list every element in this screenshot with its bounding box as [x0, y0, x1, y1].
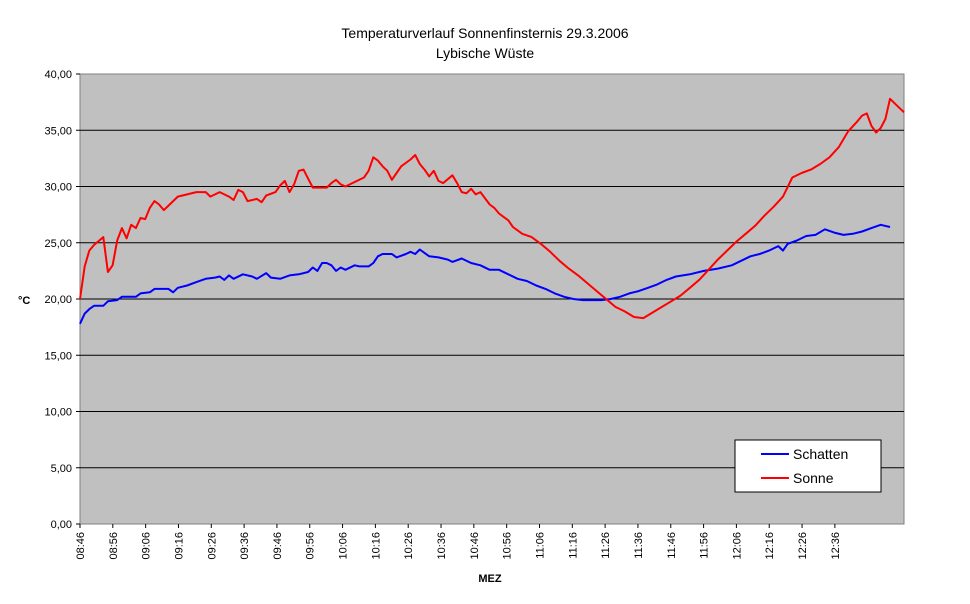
y-tick-label: 25,00: [44, 238, 72, 250]
x-tick-label: 11:26: [600, 532, 612, 559]
x-tick-label: 12:36: [830, 532, 842, 560]
y-axis-ticks: 0,00 5,00 10,00 15,00 20,00 25,00 30,00 35,00 40…: [44, 69, 80, 531]
y-tick-label: 20,00: [44, 294, 72, 306]
x-tick-label: 10:16: [370, 532, 382, 560]
x-tick-label: 10:36: [436, 532, 448, 560]
series-line-schatten: [79, 223, 891, 325]
x-tick-label: 11:56: [699, 532, 711, 559]
x-tick-label: 12:26: [797, 532, 809, 560]
x-tick-label: 12:06: [731, 532, 743, 560]
x-tick-label: 10:56: [502, 532, 514, 560]
y-tick-label: 10,00: [44, 407, 72, 419]
chart-title: Temperaturverlauf Sonnenfinsternis 29.3.…: [341, 25, 628, 41]
x-axis-ticks: 08:46 08:56 09:06 09:16 09:26 09:36 09:46 09:56…: [75, 524, 842, 560]
legend-label-sonne: Sonne: [793, 470, 834, 486]
x-tick-label: 10:26: [403, 532, 415, 560]
x-tick-label: 08:46: [75, 532, 87, 560]
chart-subtitle: Lybische Wüste: [436, 45, 535, 61]
y-tick-label: 15,00: [44, 350, 72, 362]
x-tick-label: 11:46: [666, 532, 678, 559]
x-tick-label: 09:36: [239, 532, 251, 560]
series-line-sonne: [79, 97, 905, 320]
y-tick-label: 5,00: [51, 463, 72, 475]
x-tick-label: 09:26: [206, 532, 218, 560]
x-tick-label: 08:56: [108, 532, 120, 560]
series-lines: [79, 97, 905, 325]
y-tick-label: 30,00: [44, 182, 72, 194]
legend-label-schatten: Schatten: [793, 446, 848, 462]
x-tick-label: 12:16: [764, 532, 776, 560]
x-tick-label: 09:06: [141, 532, 153, 560]
y-tick-label: 0,00: [51, 519, 72, 531]
x-tick-label: 11:06: [534, 532, 546, 559]
x-axis-label: MEZ: [478, 573, 502, 585]
y-tick-label: 40,00: [44, 69, 72, 81]
y-axis-label: °C: [18, 295, 30, 307]
x-tick-label: 10:46: [469, 532, 481, 560]
legend-box: [734, 439, 882, 493]
x-tick-label: 11:36: [633, 532, 645, 559]
legend: Schatten Sonne: [734, 439, 882, 493]
x-tick-label: 11:16: [567, 532, 579, 559]
x-tick-label: 10:06: [338, 532, 350, 560]
x-tick-label: 09:46: [272, 532, 284, 560]
x-tick-label: 09:16: [173, 532, 185, 560]
y-tick-label: 35,00: [44, 125, 72, 137]
x-tick-label: 09:56: [305, 532, 317, 560]
